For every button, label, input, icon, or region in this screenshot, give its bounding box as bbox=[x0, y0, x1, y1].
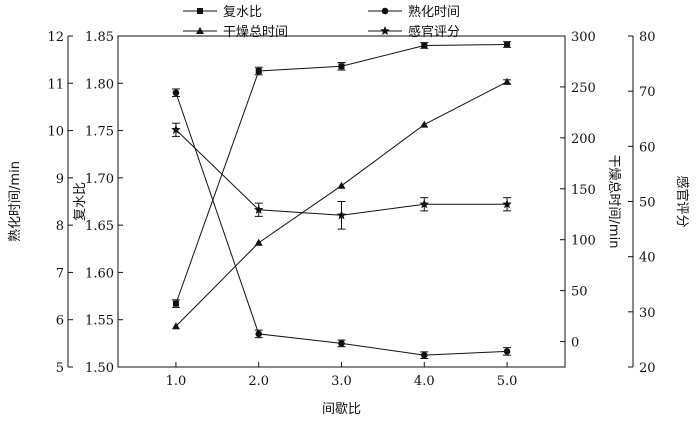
y-tick-label-cook: 5 bbox=[56, 361, 64, 376]
y-tick-label-dry: 50 bbox=[571, 285, 588, 300]
y-tick-label-dry: 0 bbox=[571, 336, 579, 351]
series-1 bbox=[171, 88, 512, 359]
y-tick-label-cook: 10 bbox=[47, 125, 64, 140]
y-tick-label-cook: 6 bbox=[56, 314, 64, 329]
y-tick-label-sens: 30 bbox=[639, 306, 656, 321]
y-tick-label-dry: 150 bbox=[571, 183, 596, 198]
y-tick-label-rehyd: 1.60 bbox=[85, 266, 114, 281]
x-tick-label: 2.0 bbox=[248, 374, 269, 389]
data-point bbox=[171, 124, 181, 134]
y-axis-title-dry: 干燥总时间/min bbox=[606, 155, 621, 249]
y-tick-label-sens: 60 bbox=[639, 140, 656, 155]
y-tick-label-rehyd: 1.65 bbox=[85, 219, 114, 234]
x-tick-label: 3.0 bbox=[331, 374, 352, 389]
x-tick-label: 1.0 bbox=[166, 374, 187, 389]
data-point bbox=[504, 41, 511, 48]
legend-marker bbox=[197, 8, 203, 14]
data-point bbox=[253, 204, 264, 214]
data-point bbox=[419, 199, 430, 209]
y-tick-label-rehyd: 1.50 bbox=[85, 361, 114, 376]
y-axis-title-cook: 熟化时间/min bbox=[7, 161, 23, 242]
y-tick-label-cook: 7 bbox=[56, 266, 64, 281]
y-tick-label-dry: 100 bbox=[571, 234, 596, 249]
y-tick-label-cook: 11 bbox=[47, 77, 64, 92]
y-tick-label-rehyd: 1.55 bbox=[85, 314, 114, 329]
data-point bbox=[336, 210, 347, 220]
data-point bbox=[171, 322, 180, 330]
y-axis-title-rehyd: 复水比 bbox=[73, 182, 88, 221]
legend-item-2: 干燥总时间 bbox=[183, 25, 288, 40]
y-tick-label-dry: 300 bbox=[571, 30, 596, 45]
y-tick-label-cook: 8 bbox=[56, 219, 64, 234]
y-tick-label-sens: 50 bbox=[639, 196, 656, 211]
x-tick-label: 5.0 bbox=[497, 374, 518, 389]
y-tick-label-rehyd: 1.80 bbox=[85, 77, 114, 92]
series-2 bbox=[171, 77, 512, 330]
data-point bbox=[254, 238, 263, 246]
data-point bbox=[337, 181, 346, 189]
legend-item-3: 感官评分 bbox=[368, 24, 460, 40]
series-line bbox=[175, 44, 508, 304]
data-point bbox=[421, 42, 428, 49]
data-point bbox=[502, 199, 512, 209]
x-axis-title: 间歇比 bbox=[322, 402, 361, 417]
legend-marker bbox=[380, 26, 390, 36]
legend-item-1: 熟化时间 bbox=[368, 4, 460, 20]
x-tick-label: 4.0 bbox=[414, 374, 435, 389]
legend-label: 干燥总时间 bbox=[223, 25, 288, 40]
data-point bbox=[338, 63, 345, 70]
legend-label: 熟化时间 bbox=[408, 4, 460, 20]
y-tick-label-sens: 80 bbox=[639, 30, 656, 45]
data-point bbox=[503, 77, 512, 85]
data-point bbox=[255, 330, 263, 338]
y-tick-label-rehyd: 1.85 bbox=[85, 30, 114, 45]
data-point bbox=[172, 89, 180, 97]
data-point bbox=[255, 67, 262, 74]
legend-item-0: 复水比 bbox=[183, 5, 262, 20]
y-axis-title-sens: 感官评分 bbox=[674, 175, 690, 227]
y-tick-label-sens: 70 bbox=[639, 85, 656, 100]
legend-label: 复水比 bbox=[223, 5, 262, 20]
y-tick-label-dry: 250 bbox=[571, 81, 596, 96]
y-tick-label-cook: 9 bbox=[56, 172, 64, 187]
y-tick-label-cook: 12 bbox=[47, 30, 64, 45]
data-point bbox=[420, 120, 429, 128]
y-tick-label-dry: 200 bbox=[571, 132, 596, 147]
y-tick-label-rehyd: 1.75 bbox=[85, 125, 114, 140]
legend-label: 感官评分 bbox=[408, 24, 460, 40]
data-point bbox=[503, 348, 511, 355]
data-point bbox=[172, 300, 179, 307]
y-tick-label-rehyd: 1.70 bbox=[85, 172, 114, 187]
y-tick-label-sens: 40 bbox=[639, 251, 656, 266]
legend-marker bbox=[381, 7, 389, 15]
y-tick-label-sens: 20 bbox=[639, 361, 656, 376]
data-point bbox=[420, 351, 428, 359]
legend-marker bbox=[196, 27, 204, 34]
data-point bbox=[338, 340, 345, 347]
series-3 bbox=[171, 122, 512, 230]
series-0 bbox=[171, 41, 512, 308]
